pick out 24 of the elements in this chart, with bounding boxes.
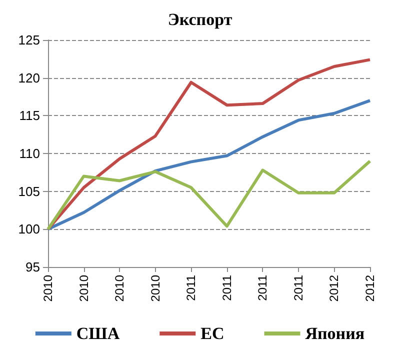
legend-label: США (76, 324, 120, 343)
legend-label: ЕС (200, 324, 224, 343)
x-tick-label: 2012 (327, 274, 342, 302)
y-tick-label: 120 (18, 70, 40, 86)
y-tick-label: 100 (18, 222, 40, 237)
x-tick-label: 2012 (363, 274, 377, 302)
x-tick-label: 2011 (291, 274, 306, 301)
line-series (46, 58, 372, 231)
x-tick-label: 2011 (256, 274, 270, 301)
x-tick-label: 2011 (220, 274, 234, 301)
chart-title: Экспорт (168, 10, 233, 29)
x-tick-label: 2010 (76, 274, 91, 302)
x-tick-label: 2010 (112, 274, 127, 302)
line-series (46, 99, 372, 231)
x-tick-label: 2011 (184, 274, 198, 301)
y-tick-label: 125 (18, 32, 40, 48)
line-series (46, 160, 372, 231)
y-tick-label: 115 (19, 108, 40, 124)
y-tick-label: 105 (18, 184, 40, 199)
y-tick-label: 95 (26, 260, 40, 274)
legend-label: Япония (305, 324, 365, 343)
x-tick-label: 2010 (148, 274, 162, 302)
y-tick-label: 110 (19, 146, 40, 161)
x-tick-label: 2010 (41, 274, 55, 302)
